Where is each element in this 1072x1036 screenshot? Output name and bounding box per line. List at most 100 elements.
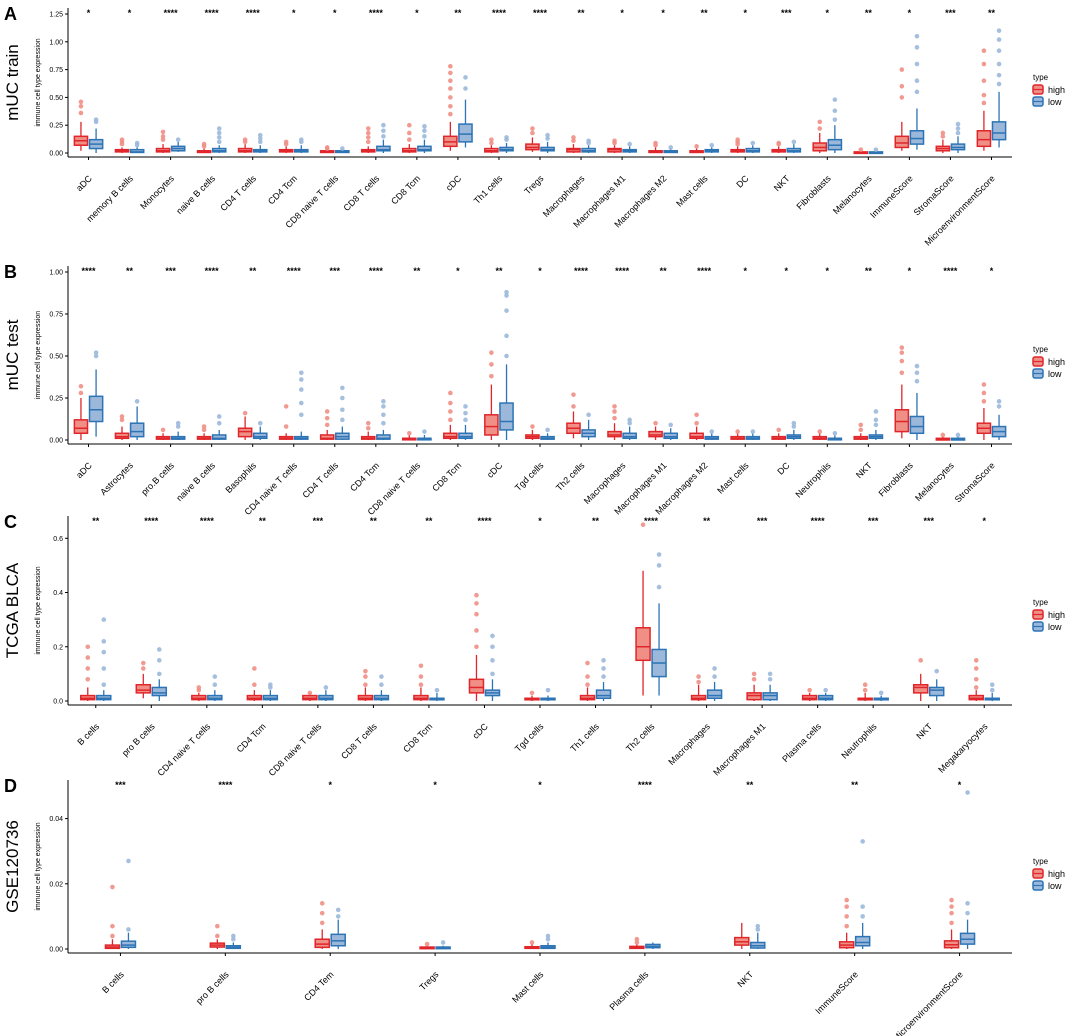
box-high [443,63,458,151]
outlier-point [965,901,970,906]
box-high [894,345,910,439]
box-low [170,420,186,440]
outlier-point [529,690,535,696]
outlier-point [216,420,222,426]
y-tick-label: 1.00 [49,270,63,277]
significance-label: * [990,266,994,276]
outlier-point [324,145,330,150]
box-high [912,658,929,701]
outlier-point [268,682,273,688]
x-tick-label: Monocytes [138,173,176,211]
box-low [581,138,596,153]
outlier-point [504,353,509,359]
outlier-point [823,687,828,693]
significance-label: **** [574,266,589,276]
box-low [540,132,555,153]
outlier-point [601,658,606,663]
outlier-point [231,936,236,942]
outlier-point [231,933,236,939]
box-high [734,922,750,949]
outlier-point [448,400,453,406]
outlier-point [656,563,662,568]
outlier-point [914,78,920,84]
outlier-point [175,424,181,429]
box-high [771,427,787,440]
outlier-point [216,126,222,131]
outlier-point [323,685,329,690]
significance-label: *** [923,516,934,526]
box-low [663,422,679,440]
outlier-point [175,420,181,426]
outlier-point [955,130,961,136]
box-low [745,429,761,440]
y-tick-label: 0.50 [49,354,63,361]
x-tick-label: CD4 Tcm [235,721,268,754]
outlier-point [965,790,970,795]
outlier-point [324,409,330,414]
box-low [854,839,871,949]
x-tick-label: Fibroblasts [877,460,916,499]
significance-label: **** [943,266,958,276]
outlier-point [160,137,166,142]
box-low [88,350,104,437]
box-low [170,137,186,152]
outlier-point [101,617,107,622]
outlier-point [832,97,838,102]
box-high [730,137,745,153]
box-low [252,132,268,153]
significance-label: **** [369,266,384,276]
box-body [237,427,253,438]
significance-label: * [538,266,542,276]
y-tick-label: 0.04 [49,816,63,823]
outlier-point [110,933,115,939]
y-tick-label: 0.2 [53,644,63,651]
x-tick-label: MicroenvironmentScore [891,969,965,1036]
outlier-point [981,61,987,67]
box-low [499,135,514,153]
outlier-point [504,308,509,313]
outlier-point [422,128,427,134]
box-low [293,370,309,440]
panel-C: C TCGA BLCA immune cell type expression 0.0… [3,512,1065,778]
outlier-point [996,72,1002,78]
outlier-point [335,907,341,913]
box-low [868,409,884,440]
box-body [319,434,335,440]
outlier-point [463,410,468,416]
outlier-point [489,350,494,355]
significance-label: **** [205,8,220,18]
outlier-point [585,660,590,666]
outlier-point [448,390,453,396]
dataset-title: mUC train [3,44,22,121]
y-tick-label: 0.00 [49,947,63,954]
outlier-point [340,146,345,151]
outlier-point [668,422,673,428]
significance-label: **** [477,516,492,526]
box-high [853,422,869,440]
box-high [943,897,960,949]
outlier-point [767,671,773,677]
box-high [360,420,376,440]
y-axis-label: immune cell type expression [35,566,42,654]
outlier-point [201,424,207,429]
x-tick-label: B cells [75,721,101,747]
box-body [706,689,723,700]
outlier-point [381,128,386,134]
x-tick-label: Tgd cells [513,460,546,493]
outlier-point [899,95,905,100]
outlier-point [110,923,115,929]
outlier-point [448,86,453,91]
outlier-point [201,427,207,433]
box-low [868,147,884,155]
outlier-point [791,424,797,429]
legend: type high low [1032,857,1065,891]
outlier-point [407,122,412,128]
box-high [579,660,596,701]
significance-label: * [292,8,296,18]
outlier-point [160,129,166,135]
outlier-point [776,427,781,433]
x-tick-label: Th1 cells [568,721,601,754]
box-high [196,424,212,440]
outlier-point [93,117,99,122]
outlier-point [319,901,325,906]
